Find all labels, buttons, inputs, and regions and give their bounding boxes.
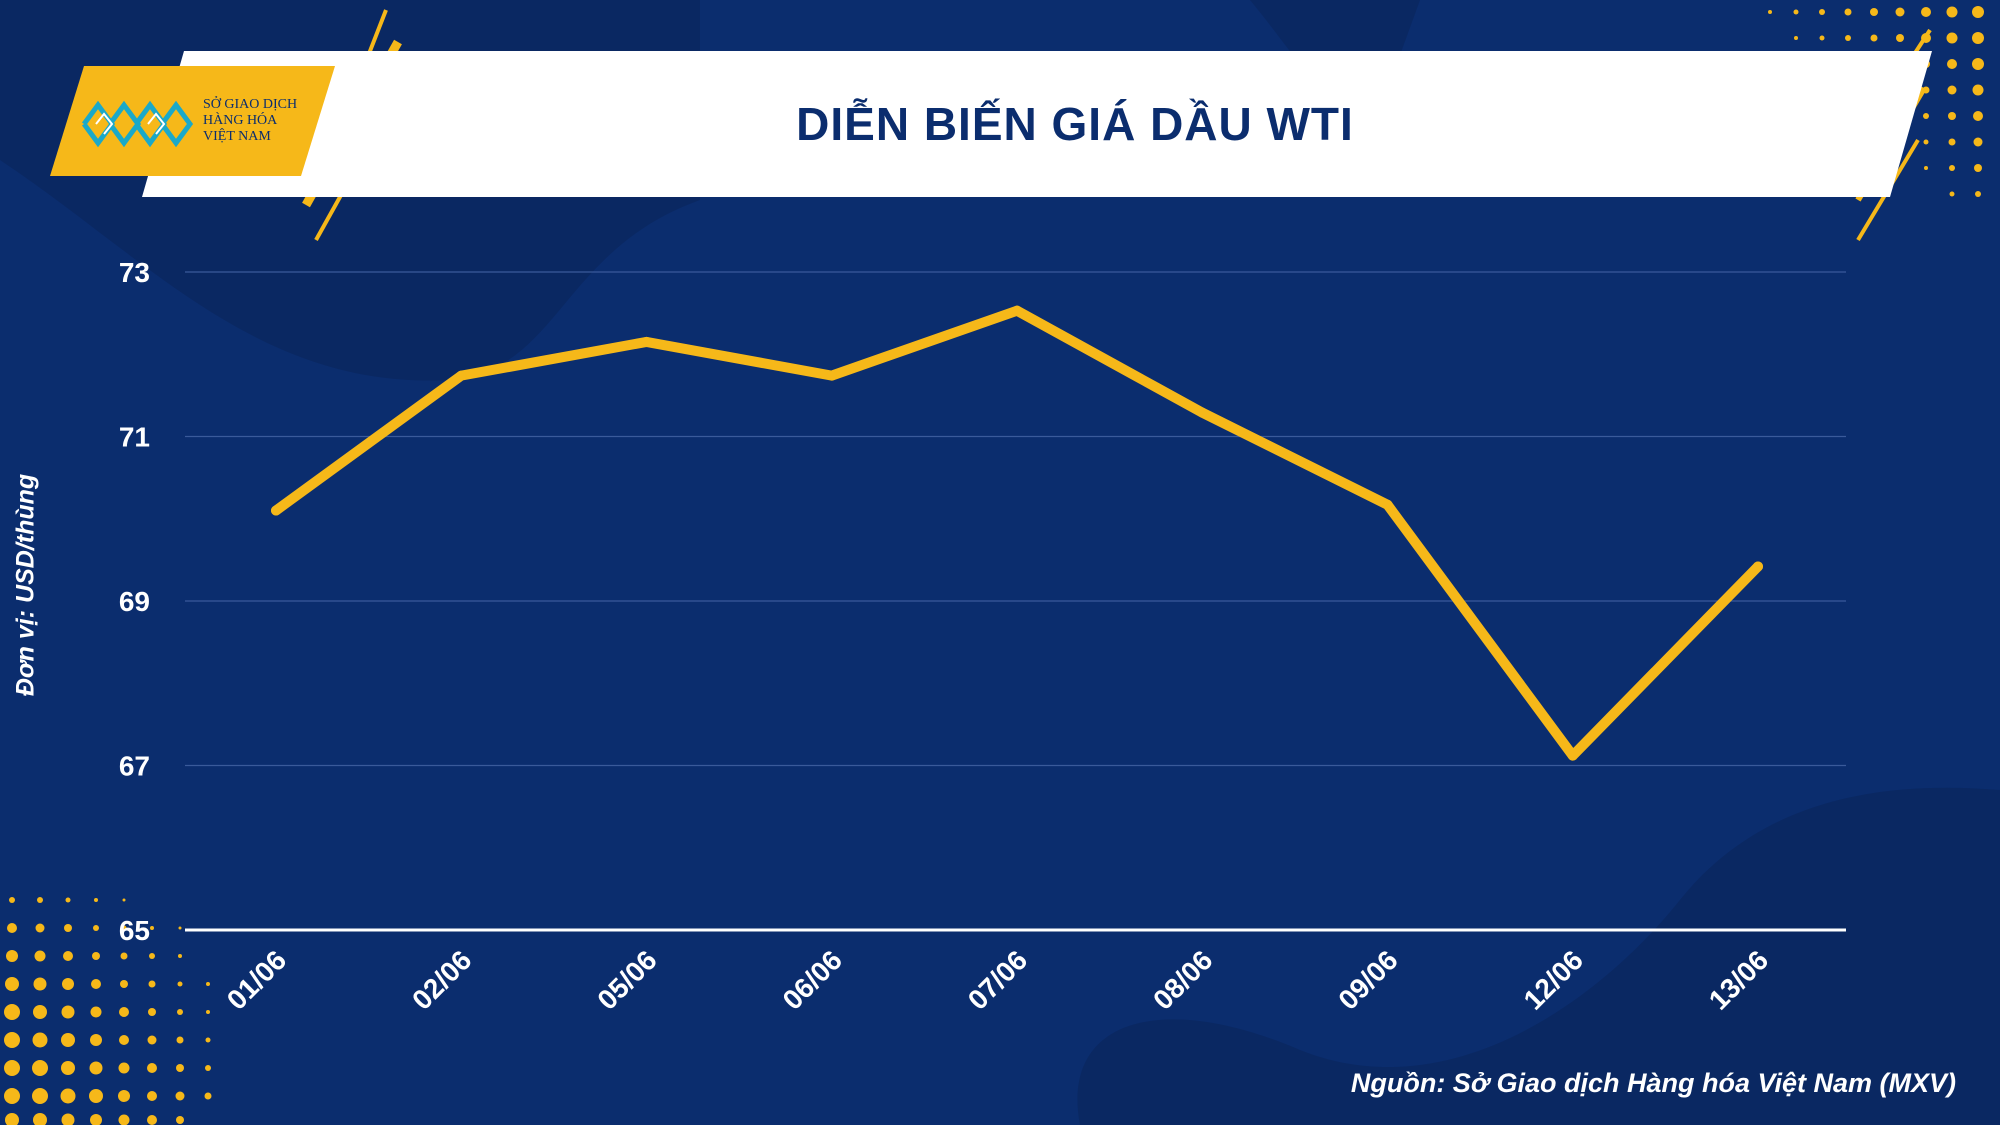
- y-tick-label: 69: [119, 586, 150, 617]
- logo-icon: [81, 100, 194, 148]
- logo-line-3: VIỆT NAM: [203, 129, 271, 144]
- y-tick-label: 73: [119, 257, 150, 288]
- x-tick-label: 08/06: [1147, 944, 1218, 1015]
- data-point: [456, 370, 467, 381]
- series-layer: [271, 305, 1763, 761]
- data-point: [1753, 561, 1763, 572]
- x-tick-label: 01/06: [221, 944, 292, 1015]
- source-note: Nguồn: Sở Giao dịch Hàng hóa Việt Nam (M…: [1350, 1068, 1956, 1098]
- data-point: [826, 370, 837, 381]
- data-point: [641, 336, 652, 347]
- data-point: [1382, 499, 1393, 510]
- x-tick-label: 13/06: [1703, 944, 1774, 1015]
- x-axis-ticks: 01/06 02/06 05/06 06/06 07/06 08/06 09/06 12/06…: [221, 944, 1774, 1015]
- data-point: [1567, 750, 1578, 761]
- x-tick-label: 09/06: [1332, 944, 1403, 1015]
- x-tick-label: 06/06: [777, 944, 848, 1015]
- logo-line-2: HÀNG HÓA: [203, 113, 278, 128]
- logo-wordmark: SỞ GIAO DỊCH HÀNG HÓA VIỆT NAM: [203, 97, 333, 145]
- x-tick-label: 05/06: [591, 944, 662, 1015]
- y-tick-label: 71: [119, 422, 150, 453]
- series-line: [271, 305, 1763, 761]
- data-point: [1012, 305, 1022, 316]
- x-tick-label: 07/06: [962, 944, 1033, 1015]
- x-tick-label: 12/06: [1518, 944, 1589, 1015]
- logo-line-1: SỞ GIAO DỊCH: [203, 97, 298, 112]
- x-tick-label: 02/06: [406, 944, 477, 1015]
- y-tick-label: 65: [119, 915, 150, 946]
- dot-pattern-bottom-left: [4, 897, 212, 1125]
- gridlines: [185, 271, 1846, 932]
- data-point: [271, 505, 281, 516]
- title-banner: [142, 51, 1932, 197]
- y-tick-label: 67: [119, 751, 150, 782]
- data-point: [1197, 407, 1208, 418]
- background-wave-bottom: [1077, 787, 2000, 1125]
- y-axis-ticks: 65 67 69 71 73: [119, 257, 150, 946]
- chart-title: DIỄN BIẾN GIÁ DẦU WTI: [796, 98, 1354, 150]
